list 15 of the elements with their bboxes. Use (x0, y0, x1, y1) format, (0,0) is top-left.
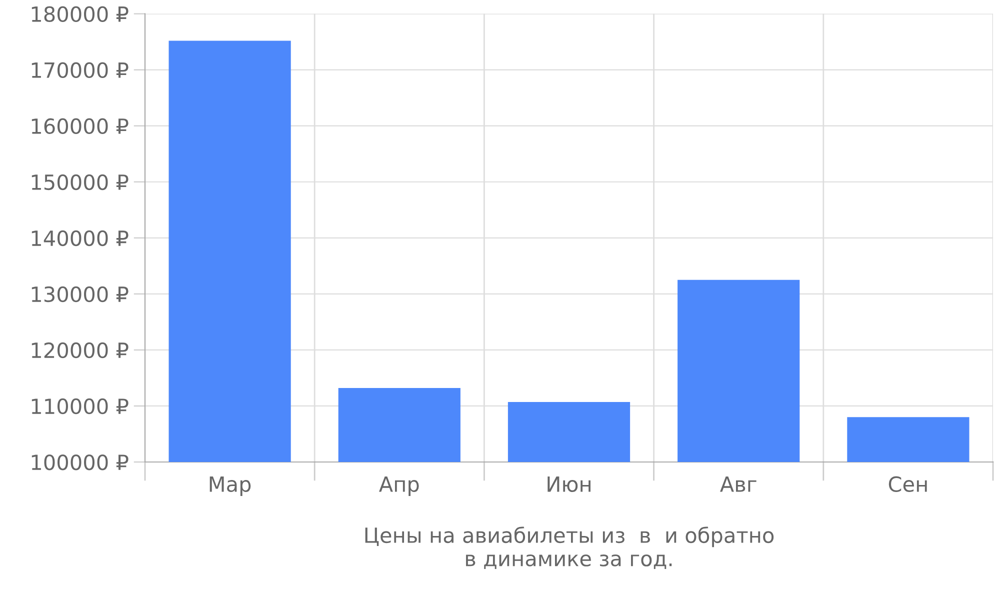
y-tick-label: 100000 ₽ (32, 454, 128, 470)
y-tick-label: 130000 ₽ (32, 286, 128, 302)
x-tick-label: Авг (720, 476, 756, 492)
x-tick-label: Апр (379, 476, 419, 496)
y-tick-label: 140000 ₽ (32, 230, 128, 246)
y-tick-label: 180000 ₽ (32, 6, 128, 22)
x-tick-label: Июн (548, 476, 590, 492)
x-tick-label: Сен (888, 476, 927, 492)
y-tick-label: 170000 ₽ (32, 62, 128, 78)
y-tick-label: 150000 ₽ (32, 174, 128, 190)
y-tick-label: 110000 ₽ (32, 398, 128, 414)
x-axis-title: Цены на авиабилеты из в и обратно в динамике за год. (365, 526, 774, 569)
y-tick-label: 160000 ₽ (32, 118, 128, 134)
y-tick-label: 120000 ₽ (32, 342, 128, 358)
x-tick-label: Мар (210, 476, 251, 496)
